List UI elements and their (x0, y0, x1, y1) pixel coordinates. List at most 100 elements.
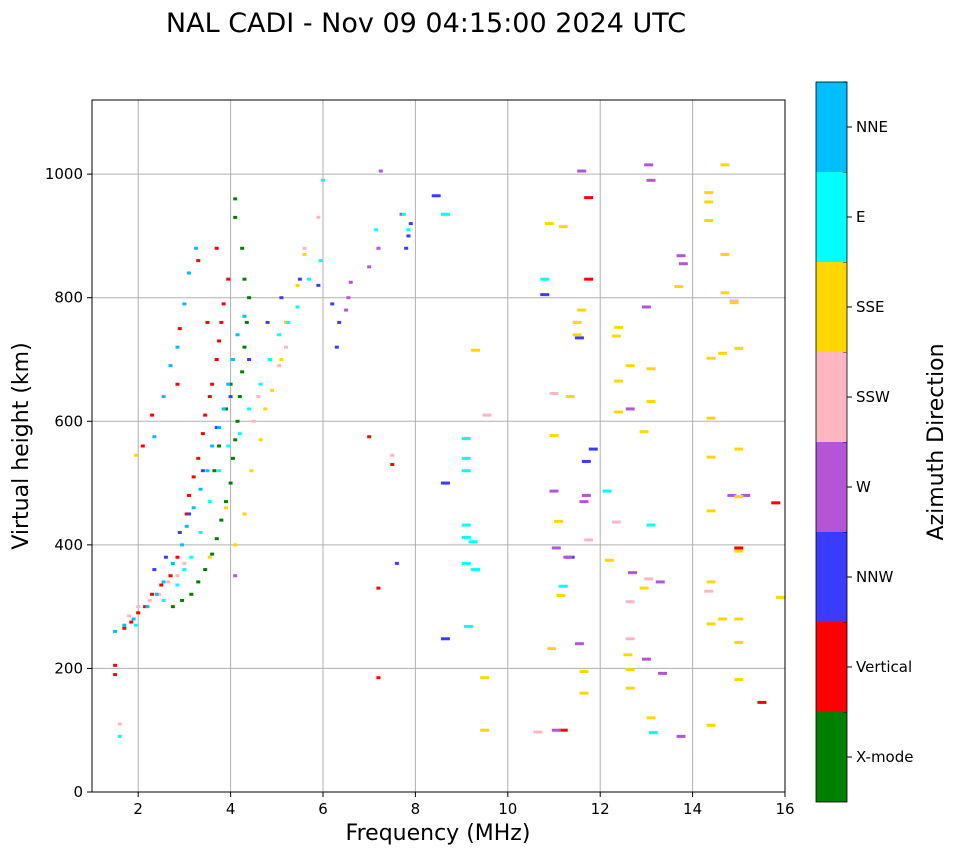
data-point (191, 506, 196, 510)
data-point (579, 691, 589, 695)
data-point (180, 543, 185, 547)
data-point (431, 194, 441, 198)
colorbar-segment (816, 442, 847, 532)
data-point (263, 407, 268, 411)
data-point (270, 388, 275, 392)
data-point (163, 555, 168, 559)
data-point (217, 444, 222, 448)
data-point (175, 555, 180, 559)
data-point (390, 463, 395, 467)
data-point (404, 246, 409, 250)
data-point (614, 379, 624, 383)
data-point (676, 254, 686, 258)
data-point (676, 734, 686, 738)
data-point (625, 364, 635, 368)
data-point (133, 623, 138, 627)
data-point (556, 594, 566, 598)
x-tick-label: 12 (591, 800, 610, 818)
data-point (228, 395, 233, 399)
y-axis-label: Virtual height (km) (9, 342, 34, 549)
data-point (187, 512, 192, 516)
data-point (461, 469, 471, 473)
data-point (480, 676, 490, 680)
data-point (205, 469, 210, 473)
x-axis-label: Frequency (MHz) (346, 821, 531, 846)
data-point (551, 546, 561, 550)
data-point (302, 252, 307, 256)
data-point (757, 700, 767, 704)
data-point (200, 469, 205, 473)
data-point (182, 568, 187, 572)
data-point (184, 512, 189, 516)
data-point (191, 475, 196, 479)
data-point (625, 668, 635, 672)
data-point (549, 391, 559, 395)
data-point (182, 561, 187, 565)
data-point (161, 395, 166, 399)
data-point (154, 592, 159, 596)
y-tick-label: 800 (54, 289, 83, 307)
data-point (203, 413, 208, 417)
data-point (177, 531, 182, 534)
data-point (214, 358, 219, 361)
data-point (150, 592, 155, 596)
data-point (579, 500, 589, 504)
data-point (214, 537, 219, 541)
series-w (233, 163, 751, 738)
data-point (625, 686, 635, 690)
data-point (480, 728, 490, 732)
data-point (734, 346, 744, 350)
data-point (614, 410, 624, 414)
data-point (574, 642, 584, 646)
data-point (295, 283, 300, 287)
data-point (625, 407, 635, 411)
grid (92, 100, 786, 793)
data-point (540, 293, 550, 297)
colorbar-frame (815, 81, 848, 803)
y-ticks: 0 200 400 600 800 1000 (45, 165, 92, 801)
data-point (549, 433, 559, 437)
data-point (307, 277, 312, 281)
data-point (175, 345, 180, 349)
data-point (644, 163, 654, 167)
data-point (558, 584, 568, 588)
data-point (113, 629, 118, 633)
x-tick-label: 10 (498, 800, 517, 818)
data-point (279, 296, 284, 300)
data-point (161, 580, 166, 584)
data-point (401, 212, 406, 216)
data-point (233, 543, 238, 547)
data-point (210, 552, 215, 556)
data-point (367, 435, 372, 439)
data-point (205, 320, 210, 324)
data-point (240, 370, 245, 374)
y-tick-label: 200 (54, 659, 83, 677)
data-point (547, 647, 557, 651)
data-point (704, 200, 714, 204)
data-point (581, 459, 591, 463)
data-point (168, 574, 173, 578)
data-point (727, 493, 737, 497)
colorbar-label: Vertical (856, 658, 912, 676)
data-point (203, 568, 208, 572)
data-point (461, 437, 471, 441)
data-point (461, 456, 471, 460)
data-point (286, 320, 291, 324)
data-point (242, 512, 247, 516)
data-point (565, 395, 575, 399)
data-point (147, 598, 152, 602)
data-point (277, 364, 282, 368)
data-point (177, 327, 182, 331)
data-point (207, 555, 212, 559)
data-point (117, 734, 122, 738)
data-point (207, 395, 212, 399)
data-point (468, 540, 478, 544)
data-point (577, 308, 587, 312)
data-point (390, 453, 395, 457)
data-point (706, 455, 716, 459)
data-point (337, 320, 342, 324)
data-point (212, 469, 217, 473)
data-point (330, 302, 335, 306)
data-point (563, 555, 573, 559)
series-x-mode (170, 197, 252, 609)
